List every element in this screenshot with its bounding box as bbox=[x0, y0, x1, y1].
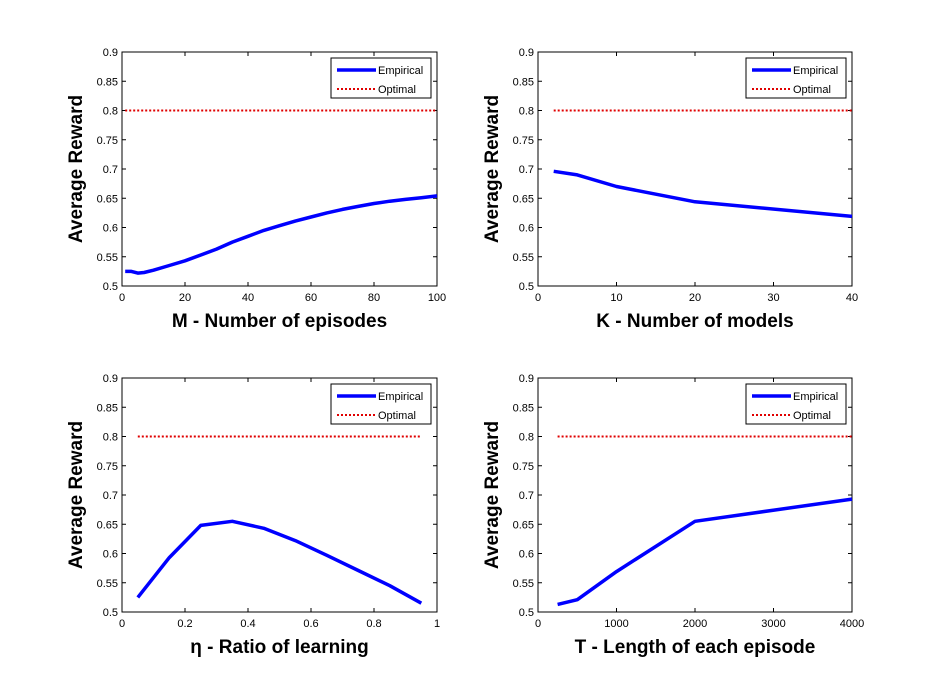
y-tick-label: 0.9 bbox=[519, 47, 534, 59]
y-tick-label: 0.7 bbox=[519, 164, 534, 176]
y-tick-label: 0.75 bbox=[97, 461, 118, 473]
y-tick-label: 0.7 bbox=[103, 164, 118, 176]
y-tick-label: 0.85 bbox=[513, 76, 534, 88]
x-tick-label: 0 bbox=[119, 618, 125, 630]
legend-label-empirical: Empirical bbox=[793, 65, 838, 77]
y-tick-label: 0.8 bbox=[103, 106, 118, 118]
y-tick-label: 0.7 bbox=[103, 490, 118, 502]
legend-box bbox=[330, 57, 432, 99]
y-tick-label: 0.8 bbox=[519, 106, 534, 118]
y-axis-label: Average Reward bbox=[66, 95, 87, 243]
y-tick-label: 0.5 bbox=[103, 607, 118, 619]
y-tick-label: 0.75 bbox=[97, 135, 118, 147]
subplot-3: 0.5 0.55 0.6 0.65 0.7 0.75 0.8 0.85 0.9 0 0.2 0.4 0.… bbox=[66, 373, 440, 658]
x-tick-label: 2000 bbox=[683, 618, 707, 630]
series-line-empirical bbox=[553, 169, 853, 219]
legend-label-optimal: Optimal bbox=[378, 410, 416, 422]
y-tick-label: 0.85 bbox=[97, 402, 118, 414]
x-tick-label: 0.2 bbox=[177, 618, 192, 630]
legend: Empirical Optimal bbox=[745, 383, 847, 425]
y-tick-label: 0.75 bbox=[513, 135, 534, 147]
x-tick-label: 40 bbox=[846, 292, 858, 304]
y-tick-label: 0.9 bbox=[103, 373, 118, 385]
x-tick-label: 40 bbox=[242, 292, 254, 304]
y-tick-label: 0.8 bbox=[103, 432, 118, 444]
x-tick-label: 30 bbox=[767, 292, 779, 304]
y-tick-label: 0.55 bbox=[97, 578, 118, 590]
x-axis-label: T - Length of each episode bbox=[575, 637, 816, 658]
legend-box bbox=[745, 57, 847, 99]
series-line-empirical bbox=[557, 497, 853, 607]
legend-box bbox=[745, 383, 847, 425]
x-tick-label: 0 bbox=[535, 618, 541, 630]
series-line-empirical bbox=[136, 519, 423, 605]
y-tick-label: 0.8 bbox=[519, 432, 534, 444]
y-tick-label: 0.85 bbox=[97, 76, 118, 88]
y-tick-label: 0.65 bbox=[513, 519, 534, 531]
x-tick-label: 0.4 bbox=[240, 618, 255, 630]
x-tick-label: 1000 bbox=[604, 618, 628, 630]
legend: Empirical Optimal bbox=[330, 383, 432, 425]
legend-label-empirical: Empirical bbox=[378, 391, 423, 403]
y-tick-label: 0.5 bbox=[103, 281, 118, 293]
x-axis-label: M - Number of episodes bbox=[172, 311, 387, 332]
x-tick-label: 100 bbox=[428, 292, 446, 304]
legend-label-optimal: Optimal bbox=[378, 84, 416, 96]
x-tick-label: 3000 bbox=[761, 618, 785, 630]
x-tick-label: 0 bbox=[119, 292, 125, 304]
series-line-empirical bbox=[125, 194, 438, 275]
y-axis-label: Average Reward bbox=[66, 421, 87, 569]
subplot-2: 0.5 0.55 0.6 0.65 0.7 0.75 0.8 0.85 0.9 0 10 20 30 40… bbox=[482, 47, 858, 332]
y-tick-label: 0.6 bbox=[519, 223, 534, 235]
y-tick-label: 0.5 bbox=[519, 281, 534, 293]
y-tick-label: 0.6 bbox=[103, 549, 118, 561]
subplot-4: 0.5 0.55 0.6 0.65 0.7 0.75 0.8 0.85 0.9 0 1000 2000… bbox=[482, 373, 864, 658]
y-tick-label: 0.55 bbox=[97, 252, 118, 264]
legend-box bbox=[330, 383, 432, 425]
x-tick-label: 20 bbox=[689, 292, 701, 304]
x-tick-label: 20 bbox=[179, 292, 191, 304]
legend-label-optimal: Optimal bbox=[793, 84, 831, 96]
legend-label-empirical: Empirical bbox=[378, 65, 423, 77]
y-tick-label: 0.75 bbox=[513, 461, 534, 473]
y-tick-label: 0.7 bbox=[519, 490, 534, 502]
y-axis-label: Average Reward bbox=[482, 95, 503, 243]
subplot-1: 0.5 0.55 0.6 0.65 0.7 0.75 0.8 0.85 0.9 0 20 40 60 80… bbox=[66, 47, 446, 332]
x-tick-label: 0.6 bbox=[303, 618, 318, 630]
legend: Empirical Optimal bbox=[745, 57, 847, 99]
y-tick-label: 0.65 bbox=[97, 193, 118, 205]
y-tick-label: 0.65 bbox=[513, 193, 534, 205]
y-tick-label: 0.5 bbox=[519, 607, 534, 619]
y-tick-label: 0.6 bbox=[519, 549, 534, 561]
y-tick-label: 0.6 bbox=[103, 223, 118, 235]
x-tick-label: 60 bbox=[305, 292, 317, 304]
x-tick-label: 10 bbox=[610, 292, 622, 304]
y-tick-label: 0.65 bbox=[97, 519, 118, 531]
x-tick-label: 0.8 bbox=[366, 618, 381, 630]
y-axis-label: Average Reward bbox=[482, 421, 503, 569]
x-tick-label: 0 bbox=[535, 292, 541, 304]
x-tick-label: 1 bbox=[434, 618, 440, 630]
y-tick-label: 0.9 bbox=[519, 373, 534, 385]
y-tick-label: 0.85 bbox=[513, 402, 534, 414]
y-tick-label: 0.9 bbox=[103, 47, 118, 59]
legend-label-optimal: Optimal bbox=[793, 410, 831, 422]
legend: Empirical Optimal bbox=[330, 57, 432, 99]
y-tick-label: 0.55 bbox=[513, 252, 534, 264]
x-tick-label: 80 bbox=[368, 292, 380, 304]
x-axis-label: η - Ratio of learning bbox=[190, 637, 368, 658]
legend-label-empirical: Empirical bbox=[793, 391, 838, 403]
x-axis-label: K - Number of models bbox=[596, 311, 793, 332]
x-tick-label: 4000 bbox=[840, 618, 864, 630]
y-tick-label: 0.55 bbox=[513, 578, 534, 590]
